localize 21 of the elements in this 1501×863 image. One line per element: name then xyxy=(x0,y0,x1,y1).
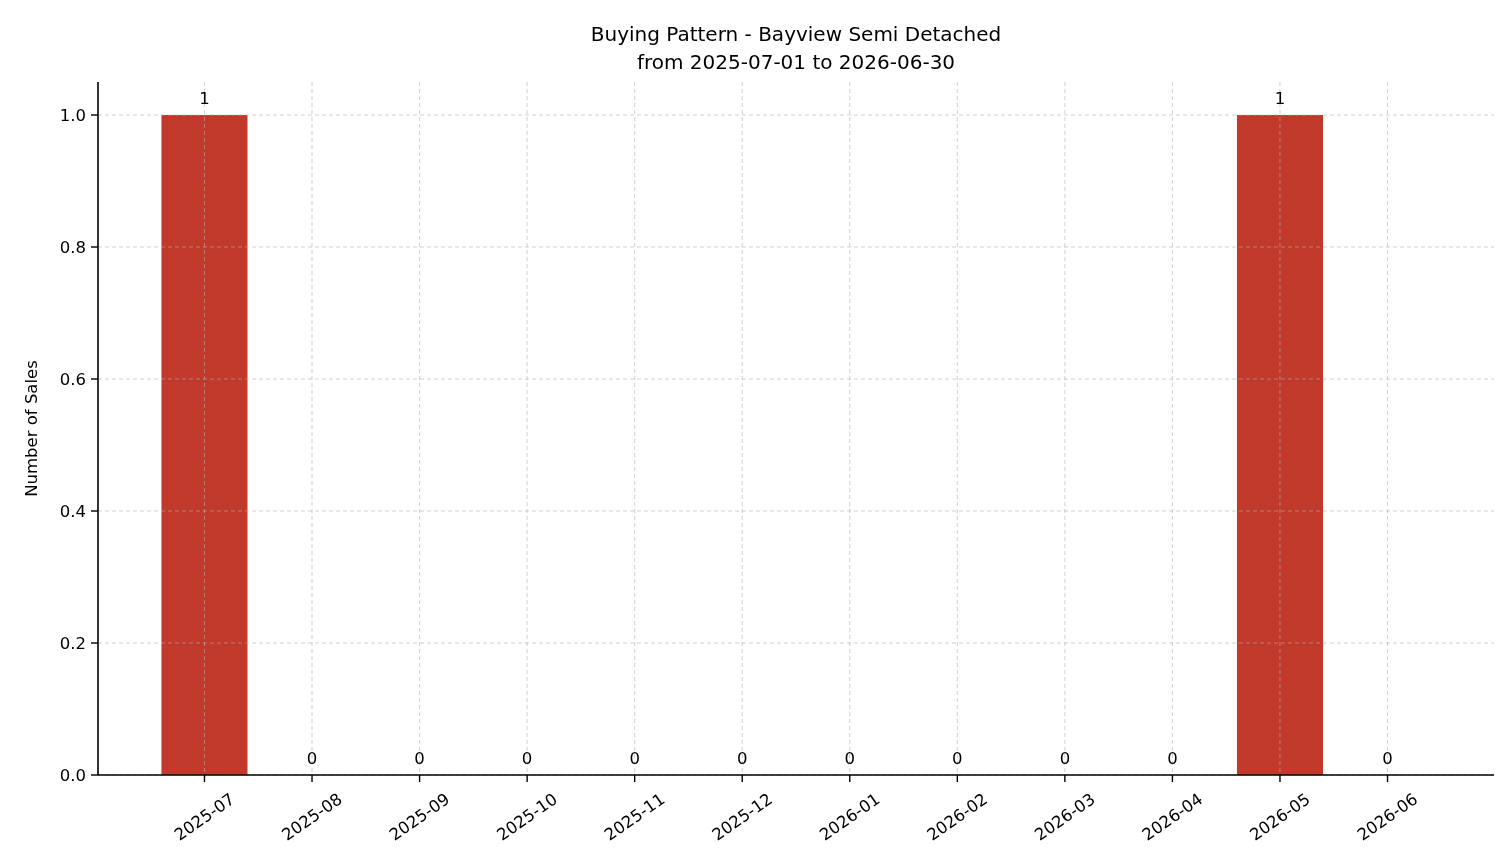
y-tick-label: 0.2 xyxy=(59,633,86,653)
y-tick-label: 0.6 xyxy=(59,369,86,389)
data-label: 0 xyxy=(521,749,533,768)
y-tick-label: 1.0 xyxy=(59,105,86,125)
y-axis-title: Number of Sales xyxy=(22,360,41,497)
chart-title: Buying Pattern - Bayview Semi Detached xyxy=(590,22,1002,46)
data-label: 0 xyxy=(629,749,640,768)
y-tick-label: 0.4 xyxy=(59,501,86,521)
data-label: 0 xyxy=(1059,749,1071,768)
data-label: 0 xyxy=(1167,749,1178,768)
data-label: 0 xyxy=(844,749,856,768)
chart-subtitle: from 2025-07-01 to 2026-06-30 xyxy=(636,50,956,74)
data-label: 1 xyxy=(1274,89,1286,108)
y-tick-label: 0.8 xyxy=(59,237,86,257)
data-label: 0 xyxy=(306,749,318,768)
data-label: 1 xyxy=(199,89,210,108)
data-label: 0 xyxy=(736,749,748,768)
y-tick-label: 0.0 xyxy=(59,765,86,785)
data-label: 0 xyxy=(952,749,963,768)
data-label: 0 xyxy=(1382,749,1393,768)
data-label: 0 xyxy=(414,749,425,768)
